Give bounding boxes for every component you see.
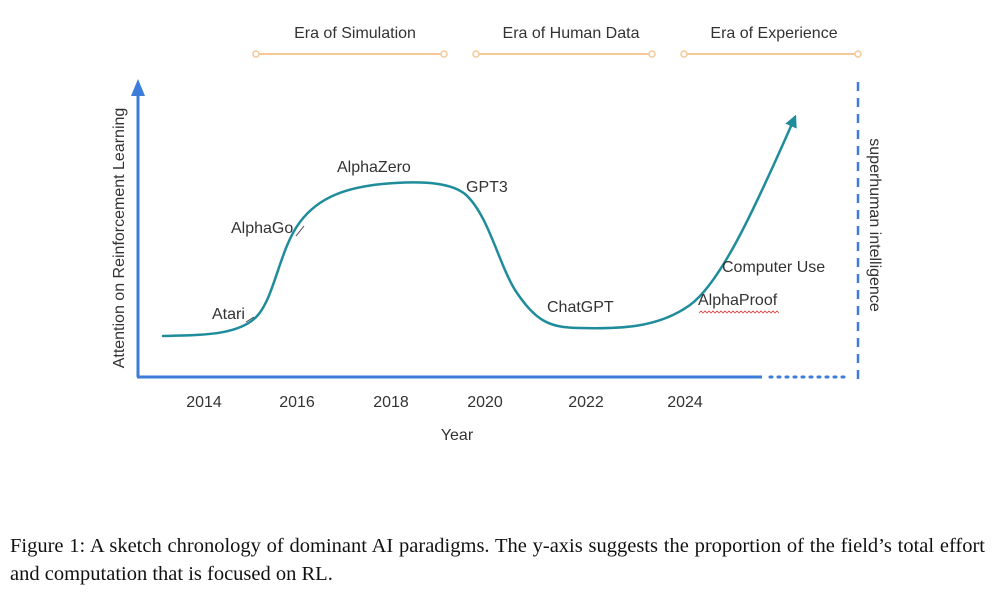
milestone-label: AlphaGo xyxy=(231,220,293,237)
figure-caption: Figure 1: A sketch chronology of dominan… xyxy=(10,535,985,585)
era-start-dot xyxy=(252,50,260,58)
milestone-leader-line xyxy=(245,316,255,323)
era-simulation: Era of Simulation xyxy=(252,25,448,58)
milestone-alphaproof: AlphaProof xyxy=(698,292,780,314)
era-experience: Era of Experience xyxy=(680,25,862,58)
y-axis-arrow xyxy=(131,79,145,96)
era-end-dot xyxy=(648,50,656,58)
era-human-data: Era of Human Data xyxy=(472,25,656,58)
superhuman-label: superhuman intelligence xyxy=(866,138,883,312)
x-tick-label: 2018 xyxy=(373,394,409,411)
milestone-alphazero: AlphaZero xyxy=(337,159,411,176)
rl-chronology-diagram: Era of Simulation Era of Human Data Era … xyxy=(111,25,883,444)
x-tick-label: 2016 xyxy=(279,394,315,411)
y-axis-label: Attention on Reinforcement Learning xyxy=(111,108,128,369)
milestone-leader-line xyxy=(295,225,305,237)
x-tick-label: 2020 xyxy=(467,394,503,411)
milestone-label: AlphaZero xyxy=(337,159,411,176)
milestone-chatgpt: ChatGPT xyxy=(547,299,614,316)
x-tick-label: 2022 xyxy=(568,394,604,411)
x-tick-label: 2024 xyxy=(667,394,703,411)
era-end-dot xyxy=(854,50,862,58)
spellcheck-underline xyxy=(698,310,780,314)
era-label-experience: Era of Experience xyxy=(710,25,837,42)
x-axis-label: Year xyxy=(441,427,474,444)
era-start-dot xyxy=(472,50,480,58)
era-start-dot xyxy=(680,50,688,58)
milestone-alphago: AlphaGo xyxy=(231,220,305,237)
milestone-label: GPT3 xyxy=(466,179,508,196)
milestone-gpt3: GPT3 xyxy=(466,179,508,196)
era-label-simulation: Era of Simulation xyxy=(294,25,416,42)
rl-attention-curve xyxy=(161,114,797,338)
milestone-label: AlphaProof xyxy=(698,292,778,309)
milestone-label: ChatGPT xyxy=(547,299,614,316)
milestone-atari: Atari xyxy=(212,306,255,323)
milestone-label: Computer Use xyxy=(722,259,825,276)
era-label-human-data: Era of Human Data xyxy=(503,25,640,42)
milestone-computer-use: Computer Use xyxy=(722,259,825,276)
milestone-label: Atari xyxy=(212,306,245,323)
x-tick-label: 2014 xyxy=(186,394,222,411)
era-end-dot xyxy=(440,50,448,58)
